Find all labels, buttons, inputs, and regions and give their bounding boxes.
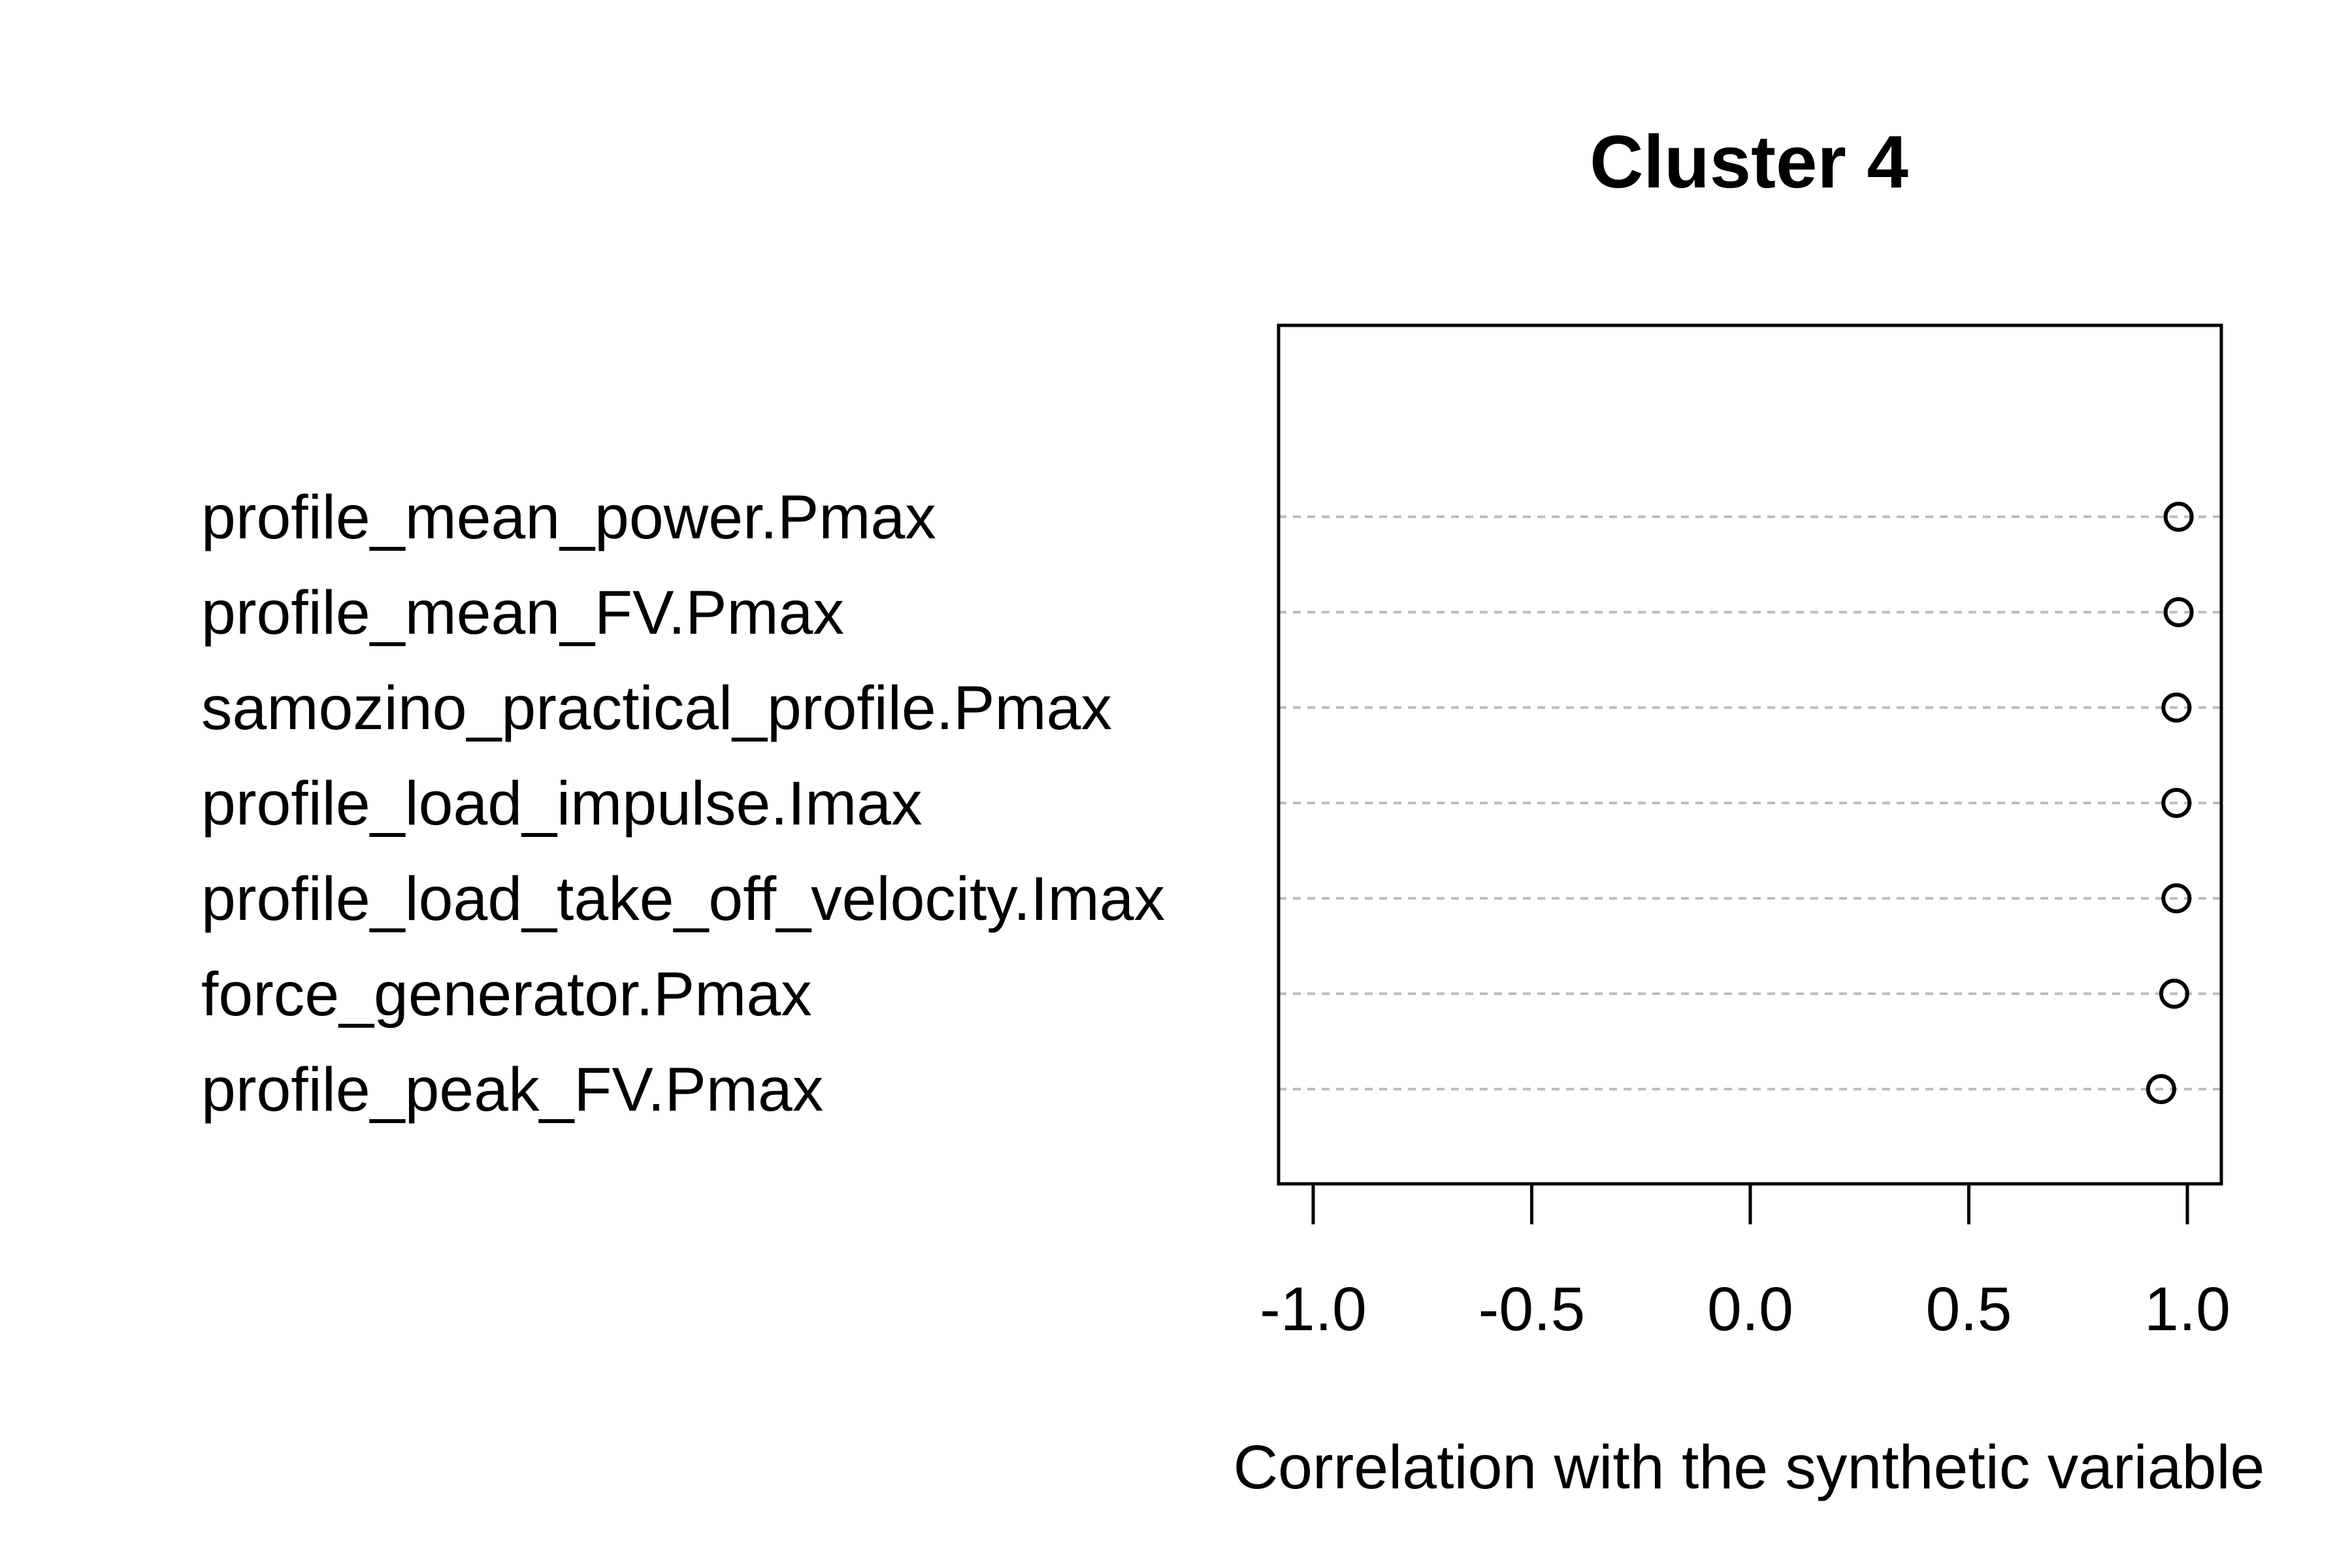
data-point bbox=[2161, 883, 2192, 913]
x-axis-tick-labels: -1.0 -0.5 0.0 0.5 1.0 bbox=[1260, 1275, 2230, 1344]
row-label: profile_mean_power.Pmax bbox=[201, 483, 936, 552]
x-tick-label: 0.0 bbox=[1707, 1275, 1793, 1344]
row-label: profile_peak_FV.Pmax bbox=[201, 1055, 823, 1124]
row-label: profile_load_impulse.Imax bbox=[201, 769, 923, 838]
x-tick-label: -0.5 bbox=[1478, 1275, 1586, 1344]
row-label: profile_load_take_off_velocity.Imax bbox=[201, 864, 1165, 934]
guide-lines bbox=[1279, 515, 2221, 1090]
x-axis-ticks bbox=[1311, 1184, 2189, 1224]
data-point bbox=[2163, 502, 2194, 532]
x-tick-label: -1.0 bbox=[1260, 1275, 1367, 1344]
data-point bbox=[2163, 597, 2194, 627]
row-labels: profile_mean_power.Pmax profile_mean_FV.P… bbox=[201, 483, 1165, 1124]
x-tick-label: 1.0 bbox=[2144, 1275, 2230, 1344]
plot-frame bbox=[1277, 323, 2223, 1186]
data-points bbox=[2146, 502, 2194, 1104]
data-point bbox=[2146, 1074, 2176, 1104]
data-point bbox=[2159, 979, 2189, 1009]
x-tick-label: 0.5 bbox=[1925, 1275, 2012, 1344]
data-point bbox=[2161, 788, 2192, 818]
data-point bbox=[2161, 693, 2192, 723]
row-label: force_generator.Pmax bbox=[201, 960, 812, 1029]
row-label: samozino_practical_profile.Pmax bbox=[201, 674, 1112, 743]
row-label: profile_mean_FV.Pmax bbox=[201, 578, 844, 647]
chart-title: Cluster 4 bbox=[1590, 121, 1908, 204]
x-axis-label: Correlation with the synthetic variable bbox=[1233, 1433, 2265, 1502]
